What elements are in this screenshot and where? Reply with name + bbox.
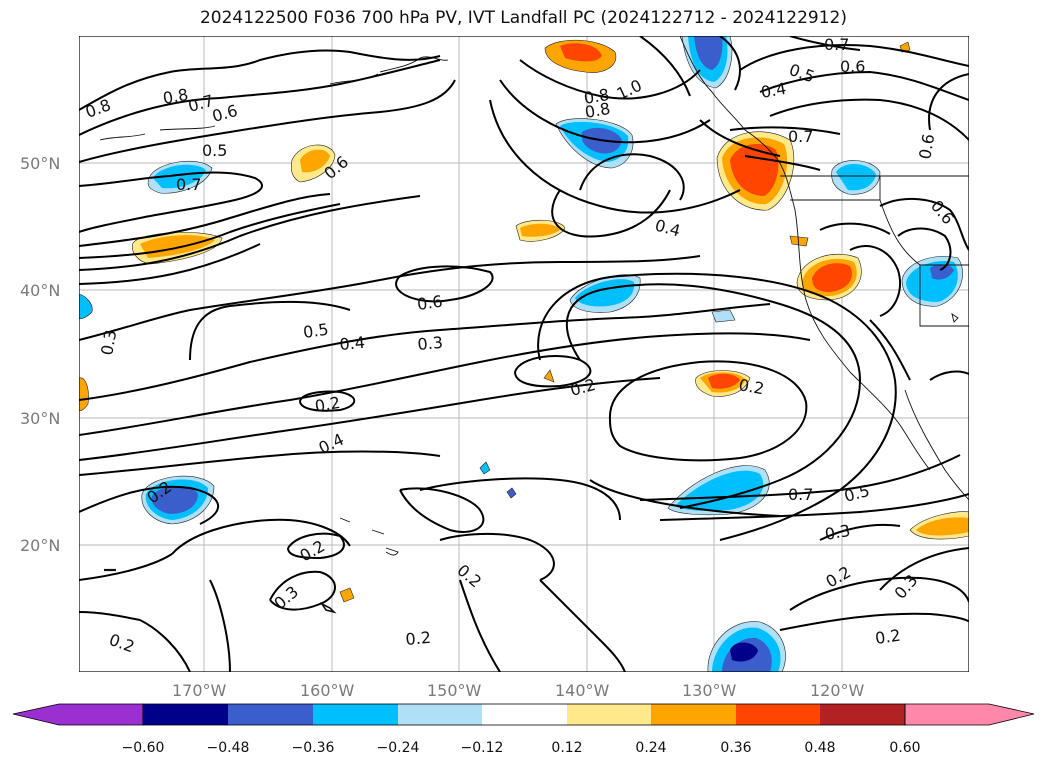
- coastlines: [99, 36, 969, 614]
- contour-label: 0.5: [302, 320, 330, 342]
- contour-label: 0.4: [759, 79, 787, 102]
- pv-contours: [79, 36, 969, 672]
- contour-label: 0.7: [176, 175, 201, 194]
- colorbar-segment: [228, 704, 313, 725]
- colorbar-tick-label: −0.24: [377, 740, 420, 756]
- map-panel: 0.8 0.8 0.7 0.6 0.5 0.7 0.6 0.7 0.6 0.5 …: [79, 35, 969, 672]
- colorbar-segment: [12, 703, 144, 726]
- contour-label: 0.6: [416, 292, 444, 314]
- lat-label-40n: 40°N: [20, 281, 60, 300]
- contour-label: 0.5: [202, 141, 227, 160]
- lon-label-140w: 140°W: [555, 681, 610, 700]
- colorbar-tick-label: −0.60: [122, 740, 165, 756]
- contour-label: 0.8: [583, 99, 611, 122]
- lon-label-120w: 120°W: [810, 681, 865, 700]
- contour-label: 0.2: [405, 628, 432, 649]
- contour-label: 0.2: [874, 626, 902, 648]
- colorbar-segment: [567, 704, 651, 725]
- contour-label: 0.8: [161, 85, 189, 108]
- contour-label: 0.4: [339, 333, 366, 354]
- lon-label-150w: 150°W: [427, 681, 482, 700]
- lat-label-30n: 30°N: [20, 409, 60, 428]
- colorbar-tick-label: 0.36: [720, 740, 751, 756]
- contour-label: 0.7: [788, 485, 813, 504]
- colorbar-segment: [313, 704, 398, 725]
- lon-axis: 170°W 160°W 150°W 140°W 130°W 120°W: [172, 681, 865, 700]
- colorbar-ticks: −0.60 −0.48 −0.36 −0.24 −0.12 0.12 0.24 …: [122, 740, 921, 756]
- colorbar-segment: [904, 703, 1035, 726]
- colorbar-segment: [143, 704, 228, 725]
- contour-label: 0.3: [97, 328, 120, 356]
- contour-label: 0.6: [915, 132, 938, 160]
- contour-label: 0.3: [823, 521, 851, 544]
- colorbar-tick-label: −0.48: [207, 740, 250, 756]
- colorbar-tick-label: 0.12: [551, 740, 582, 756]
- lon-label-170w: 170°W: [172, 681, 227, 700]
- lon-label-130w: 130°W: [682, 681, 737, 700]
- page-title: 2024122500 F036 700 hPa PV, IVT Landfall…: [199, 8, 847, 28]
- lon-label-160w: 160°W: [300, 681, 355, 700]
- contour-label: 0.8: [582, 85, 610, 108]
- lat-axis: 50°N 40°N 30°N 20°N: [20, 154, 60, 555]
- colorbar-tick-label: 0.48: [804, 740, 835, 756]
- lat-label-50n: 50°N: [20, 154, 60, 173]
- lat-label-20n: 20°N: [20, 536, 60, 555]
- contour-label: 0.2: [313, 393, 341, 416]
- colorbar-segment: [398, 704, 482, 725]
- negative-anomaly: [79, 36, 963, 672]
- contour-label: 0.7: [788, 127, 813, 146]
- colorbar-tick-label: 0.60: [889, 740, 920, 756]
- colorbar-tick-label: 0.24: [635, 740, 666, 756]
- colorbar-tick-label: −0.36: [292, 740, 335, 756]
- colorbar-segment: [736, 704, 820, 725]
- contour-label: 0.7: [824, 35, 849, 54]
- colorbar-segment: [651, 704, 736, 725]
- contour-label: 0.3: [417, 333, 444, 354]
- colorbar: −0.60 −0.48 −0.36 −0.24 −0.12 0.12 0.24 …: [12, 703, 1035, 756]
- contour-label: 0.2: [737, 375, 765, 398]
- colorbar-segment: [820, 704, 905, 725]
- contour-label: 0.6: [840, 57, 865, 76]
- colorbar-tick-label: −0.12: [461, 740, 504, 756]
- colorbar-segment: [482, 704, 567, 725]
